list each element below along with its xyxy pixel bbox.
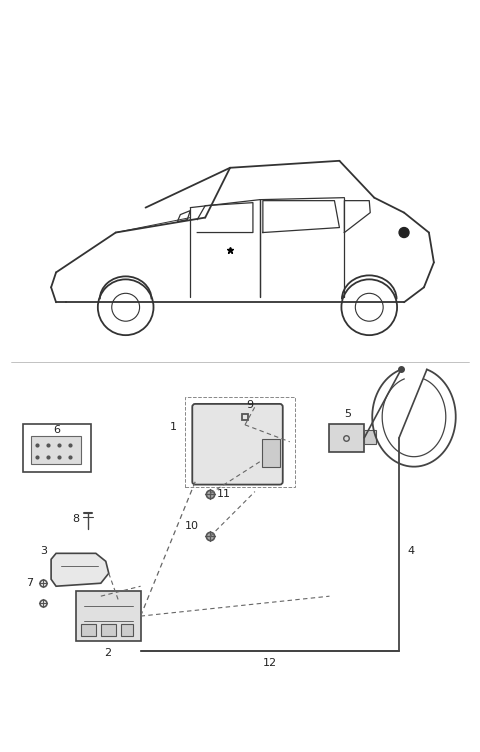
Bar: [262, 438, 280, 467]
Text: 10: 10: [185, 521, 199, 532]
Text: 11: 11: [217, 489, 231, 499]
Bar: [31, 435, 81, 464]
Text: 7: 7: [25, 578, 33, 588]
Bar: [185, 397, 295, 487]
Bar: [76, 591, 141, 641]
Text: 12: 12: [263, 658, 277, 668]
Bar: [120, 624, 132, 636]
FancyBboxPatch shape: [192, 404, 283, 484]
Text: 2: 2: [104, 648, 111, 658]
Text: 1: 1: [170, 422, 177, 432]
Text: 9: 9: [246, 400, 253, 410]
Text: 6: 6: [54, 425, 60, 435]
Bar: [329, 424, 364, 452]
Text: 3: 3: [41, 547, 48, 556]
Bar: [23, 424, 91, 472]
Text: 4: 4: [408, 547, 415, 556]
Bar: [364, 430, 376, 444]
Circle shape: [399, 228, 409, 238]
Text: 5: 5: [344, 409, 351, 419]
Text: 8: 8: [72, 514, 80, 524]
Bar: [101, 624, 116, 636]
Polygon shape: [51, 553, 109, 587]
Bar: [81, 624, 96, 636]
